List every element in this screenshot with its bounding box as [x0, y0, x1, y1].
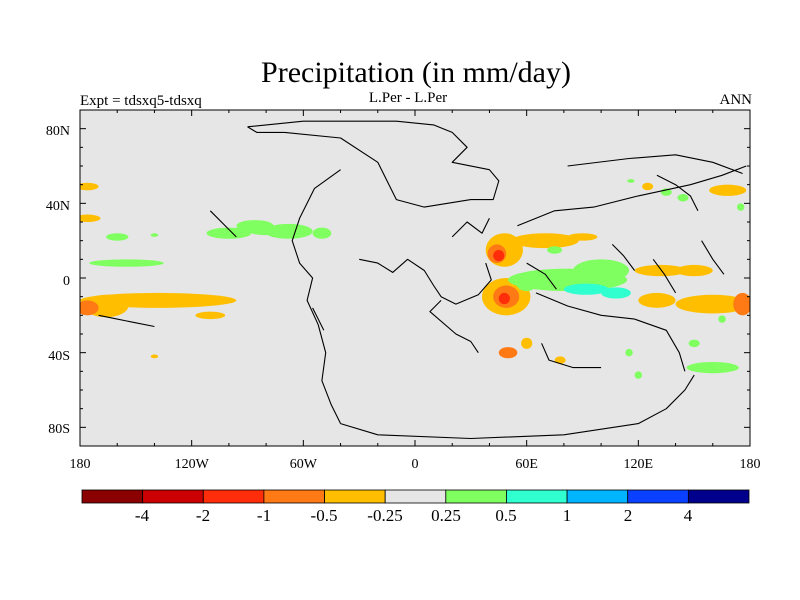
- anomaly-region-28: [573, 259, 630, 282]
- colorbar-label-8: 2: [624, 506, 633, 525]
- colorbar-label-5: 0.25: [431, 506, 461, 525]
- coastline-15: [652, 258, 677, 294]
- anomaly-region-3: [150, 233, 159, 237]
- y-tick-label-1: 40N: [46, 199, 70, 214]
- colorbar-swatch-2: [202, 489, 265, 504]
- colorbar-label-6: 0.5: [495, 506, 516, 525]
- anomaly-region-41: [736, 203, 745, 211]
- anomaly-region-19: [567, 233, 598, 241]
- anomaly-region-17: [493, 250, 505, 262]
- coastline-17: [656, 174, 699, 212]
- anomaly-region-35: [638, 292, 676, 308]
- colorbar-swatch-6: [445, 489, 507, 504]
- x-tick-label-0: 180: [70, 457, 91, 472]
- colorbar-swatch-0: [81, 489, 144, 504]
- coastline-3: [359, 258, 492, 305]
- plot-background: [80, 110, 750, 446]
- colorbar-swatch-1: [142, 489, 204, 504]
- anomaly-region-30: [563, 283, 609, 295]
- colorbar-label-0: -4: [135, 506, 150, 525]
- coastline-0: [247, 120, 500, 208]
- x-tick-label-5: 120E: [624, 457, 654, 472]
- anomaly-region-1: [80, 214, 101, 222]
- colorbar-swatch-5: [384, 489, 447, 504]
- coastline-14: [611, 244, 636, 271]
- coastline-4: [429, 300, 479, 354]
- x-tick-label-4: 60E: [515, 457, 538, 472]
- anomaly-region-36: [733, 292, 750, 316]
- coastline-7: [535, 292, 686, 372]
- y-tick-label-2: 0: [63, 274, 70, 289]
- y-tick-label-3: 40S: [48, 349, 70, 364]
- x-tick-label-3: 0: [412, 457, 419, 472]
- anomaly-region-46: [634, 371, 643, 379]
- colorbar-swatch-3: [263, 489, 325, 504]
- coastline-8: [541, 343, 602, 369]
- y-tick-label-0: 80N: [46, 124, 70, 139]
- coastline-2: [340, 374, 695, 440]
- anomaly-region-0: [80, 182, 99, 191]
- colorbar-label-3: -0.5: [311, 506, 338, 525]
- coastline-16: [701, 240, 725, 275]
- y-tick-label-4: 80S: [48, 422, 70, 437]
- subtitle-left: Expt = tdsxq5-tdsxq: [80, 93, 202, 109]
- x-tick-label-6: 180: [740, 457, 761, 472]
- coastline-13: [526, 262, 557, 290]
- coastline-9: [209, 210, 237, 238]
- colorbar-label-7: 1: [563, 506, 572, 525]
- anomaly-region-43: [688, 339, 700, 348]
- anomaly-region-9: [312, 227, 332, 239]
- coastline-layer: [98, 120, 747, 440]
- coastline-6: [567, 154, 743, 175]
- anomaly-region-4: [206, 227, 252, 239]
- colorbar-label-4: -0.25: [367, 506, 402, 525]
- colorbar-label-2: -1: [257, 506, 271, 525]
- anomaly-layer: [80, 179, 750, 379]
- coastline-1: [291, 169, 342, 424]
- anomaly-region-31: [601, 287, 631, 299]
- anomaly-region-32: [634, 264, 687, 277]
- anomaly-region-34: [675, 294, 750, 314]
- anomaly-region-47: [718, 315, 726, 323]
- colorbar-label-9: 4: [684, 506, 693, 525]
- coastline-12: [451, 218, 490, 238]
- anomaly-region-37: [709, 184, 747, 196]
- coastline-10: [98, 314, 155, 328]
- tick-marks: [79, 109, 751, 447]
- anomaly-region-40: [677, 194, 689, 202]
- anomaly-region-24: [521, 337, 533, 349]
- chart-title: Precipitation (in mm/day): [261, 56, 571, 89]
- anomaly-region-20: [547, 246, 563, 254]
- anomaly-region-14: [150, 354, 159, 359]
- anomaly-region-8: [264, 223, 313, 239]
- anomaly-region-13: [195, 311, 226, 320]
- anomaly-region-25: [498, 347, 518, 359]
- colorbar-swatch-4: [324, 489, 386, 504]
- anomaly-region-45: [625, 348, 633, 357]
- colorbar: [81, 489, 750, 504]
- anomaly-region-33: [675, 264, 713, 277]
- coastline-5: [517, 165, 747, 227]
- colorbar-swatch-10: [687, 489, 750, 504]
- subtitle-right: ANN: [720, 92, 753, 108]
- anomaly-region-23: [498, 292, 510, 305]
- colorbar-swatch-9: [627, 489, 689, 504]
- anomaly-region-44: [686, 362, 739, 374]
- anomaly-region-12: [80, 300, 99, 316]
- anomaly-region-2: [106, 233, 129, 241]
- colorbar-label-1: -2: [196, 506, 210, 525]
- anomaly-region-42: [642, 182, 654, 191]
- colorbar-swatch-8: [566, 489, 629, 504]
- colorbar-swatch-7: [506, 489, 568, 504]
- anomaly-region-29: [515, 272, 538, 292]
- x-tick-label-1: 120W: [175, 457, 210, 472]
- x-tick-label-2: 60W: [290, 457, 318, 472]
- anomaly-region-26: [554, 356, 566, 364]
- anomaly-region-39: [627, 179, 635, 183]
- coastline-11: [312, 307, 325, 331]
- anomaly-region-18: [511, 233, 579, 249]
- subtitle-center: L.Per - L.Per: [369, 90, 447, 106]
- anomaly-region-7: [89, 259, 164, 267]
